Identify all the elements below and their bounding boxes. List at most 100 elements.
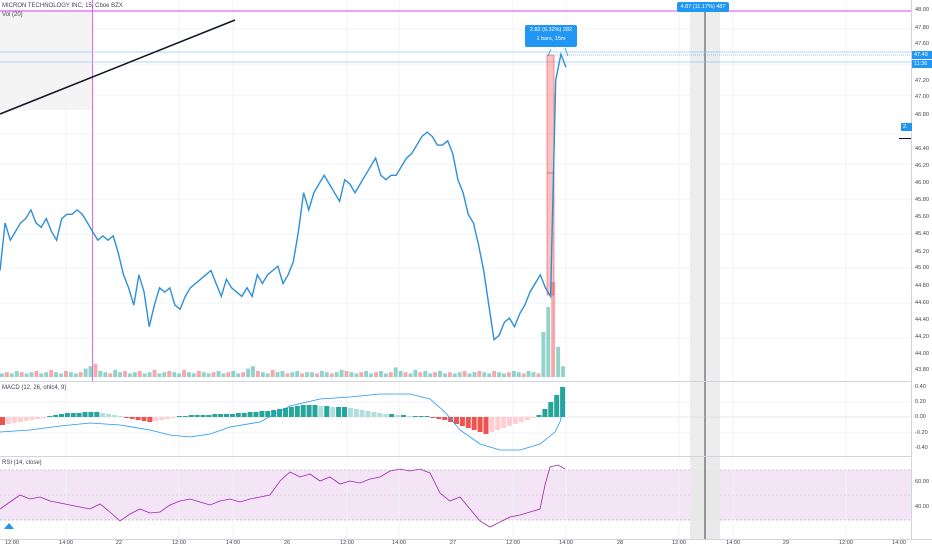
- macd-histogram-bar: [471, 417, 477, 430]
- macd-histogram-bar: [88, 412, 94, 417]
- volume-bar: [113, 369, 118, 377]
- macd-histogram-bar: [477, 417, 483, 432]
- macd-histogram-bar: [377, 413, 383, 417]
- macd-histogram-bar: [442, 417, 448, 420]
- macd-histogram-bar: [271, 410, 277, 417]
- macd-histogram-bar: [194, 415, 200, 417]
- volume-bar: [393, 367, 398, 377]
- time-tick: 14:00: [559, 540, 573, 546]
- macd-histogram-bar: [64, 413, 70, 417]
- price-tick: 48.00: [915, 7, 929, 13]
- volume-bar: [187, 372, 191, 377]
- trendline-shade: [0, 10, 92, 110]
- macd-histogram-bar: [253, 412, 259, 417]
- volume-bar: [39, 373, 44, 377]
- macd-histogram-bar: [318, 406, 324, 417]
- volume-bar: [379, 371, 383, 377]
- macd-histogram-bar: [436, 417, 442, 419]
- volume-bar: [319, 371, 324, 377]
- volume-bar: [34, 371, 39, 377]
- macd-histogram-bar: [165, 417, 171, 419]
- volume-bar: [502, 373, 506, 377]
- volume-bar: [531, 372, 536, 377]
- macd-chart[interactable]: [0, 382, 912, 456]
- macd-tick: 0.40: [915, 384, 926, 390]
- volume-bar: [428, 373, 433, 377]
- rsi-band: [0, 470, 911, 520]
- macd-histogram-bar: [106, 414, 112, 417]
- macd-histogram-bar: [59, 414, 64, 417]
- time-tick: 12:00: [340, 540, 354, 546]
- macd-histogram-bar: [176, 416, 182, 417]
- macd-tick: 0.20: [915, 399, 926, 405]
- volume-bar: [285, 373, 290, 377]
- price-tick: 44.40: [915, 317, 929, 323]
- macd-histogram-bar: [117, 416, 123, 417]
- volume-bar: [206, 373, 211, 377]
- macd-histogram-bar: [129, 417, 135, 419]
- macd-histogram-bar: [265, 411, 271, 417]
- macd-histogram-bar: [35, 417, 41, 419]
- rsi-chart[interactable]: [0, 457, 912, 539]
- price-tick: 45.60: [915, 214, 929, 220]
- volume-bar: [364, 371, 369, 377]
- price-tick: 45.00: [915, 265, 929, 271]
- price-tick: 45.40: [915, 231, 929, 237]
- macd-histogram-bar: [430, 417, 436, 418]
- time-tick: 14:00: [226, 540, 240, 546]
- volume-bar: [19, 372, 24, 377]
- macd-histogram-bar: [159, 417, 165, 420]
- volume-label[interactable]: Vol (20): [2, 12, 23, 18]
- macd-tick: 0.00: [915, 414, 926, 420]
- price-tick: 47.80: [915, 25, 929, 31]
- price-chart[interactable]: [0, 0, 912, 381]
- volume-bar: [177, 373, 182, 377]
- volume-bar: [182, 369, 186, 377]
- macd-histogram-bar: [336, 407, 342, 417]
- price-tick: 44.60: [915, 300, 929, 306]
- volume-bar: [123, 371, 127, 377]
- macd-histogram-bar: [542, 409, 548, 417]
- alert-marker-line: [899, 138, 911, 139]
- volume-bar: [162, 372, 167, 377]
- volume-bar: [29, 372, 34, 377]
- volume-bar: [369, 373, 373, 377]
- macd-histogram-bar: [418, 416, 424, 417]
- macd-histogram-bar: [41, 417, 47, 418]
- macd-label[interactable]: MACD (12, 26, ohlc4, 9): [2, 385, 67, 391]
- volume-bar: [295, 371, 300, 377]
- volume-bar: [516, 372, 521, 377]
- time-tick: 26: [283, 540, 291, 546]
- measure-tooltip-line2: 1 bars, 15m: [536, 36, 566, 42]
- rsi-separator: [0, 456, 912, 457]
- volume-bar: [403, 372, 408, 377]
- time-tick: 14:00: [892, 540, 906, 546]
- macd-histogram-bar: [306, 405, 312, 417]
- volume-bar: [196, 371, 201, 377]
- time-tick: 29: [782, 540, 790, 546]
- rsi-label[interactable]: RSI (14, close): [2, 460, 42, 466]
- macd-histogram-bar: [206, 415, 212, 417]
- measure-tooltip-line1: 2.82 (6.32%) 282: [529, 27, 573, 33]
- volume-bar: [324, 372, 329, 377]
- macd-histogram-bar: [353, 409, 359, 417]
- volume-bar: [98, 371, 103, 377]
- rsi-line: [0, 464, 566, 528]
- volume-bar: [246, 368, 250, 377]
- volume-bar: [447, 372, 452, 377]
- price-tick: 47.60: [915, 41, 929, 47]
- macd-histogram-bar: [229, 414, 235, 417]
- volume-bar: [457, 372, 462, 377]
- macd-histogram-bar: [76, 413, 82, 417]
- tv-logo-icon: [4, 523, 14, 529]
- macd-histogram-bar: [454, 417, 459, 424]
- macd-separator: [0, 381, 912, 382]
- range-tooltip: 4.87 (11.17%) 487: [677, 2, 729, 12]
- volume-bar: [561, 366, 565, 377]
- time-tick: 12:00: [506, 540, 520, 546]
- macd-histogram-bar: [147, 417, 153, 422]
- volume-bar: [275, 372, 280, 377]
- macd-histogram-bar: [259, 411, 265, 417]
- macd-histogram-bar: [395, 415, 400, 417]
- symbol-title[interactable]: MICRON TECHNOLOGY INC, 15, Cboe BZX: [2, 3, 123, 9]
